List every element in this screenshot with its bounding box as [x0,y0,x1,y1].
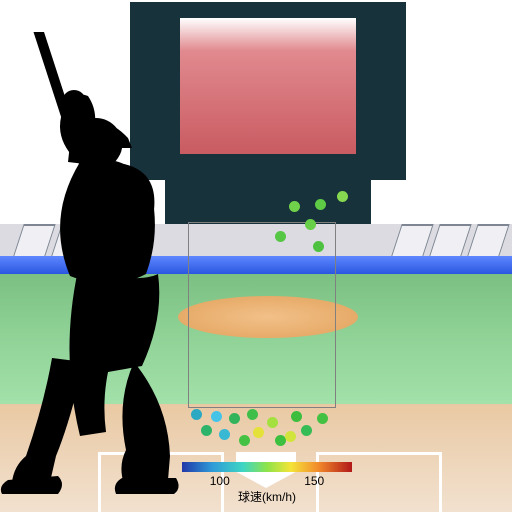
legend-tick: 100 [210,474,230,488]
pitch-dot [337,191,348,202]
stand-seat [390,224,433,259]
pitch-dot [247,409,258,420]
pitch-dot [285,431,296,442]
stand-seat [466,224,509,259]
pitch-dot [301,425,312,436]
pitch-dot [305,219,316,230]
pitch-dot [239,435,250,446]
pitch-dot [315,199,326,210]
pitch-dot [211,411,222,422]
legend-tick: 150 [304,474,324,488]
pitch-dot [229,413,240,424]
stand-seat [12,224,55,259]
stage: 100 150 球速(km/h) [0,0,512,512]
pitch-dot [313,241,324,252]
stand-seat [88,224,131,259]
velocity-legend: 100 150 球速(km/h) [182,462,352,505]
stand-seat [50,224,93,259]
pitch-dot [289,201,300,212]
pitch-dot [267,417,278,428]
pitch-dot [275,435,286,446]
stand-seat [428,224,471,259]
pitch-dot [253,427,264,438]
pitch-dot [219,429,230,440]
pitch-dot [275,231,286,242]
pitch-dot [291,411,302,422]
pitch-dot [317,413,328,424]
legend-colorbar [182,462,352,472]
legend-ticks: 100 150 [182,474,352,488]
legend-title: 球速(km/h) [182,488,352,505]
pitch-dot [201,425,212,436]
pitch-dot [191,409,202,420]
